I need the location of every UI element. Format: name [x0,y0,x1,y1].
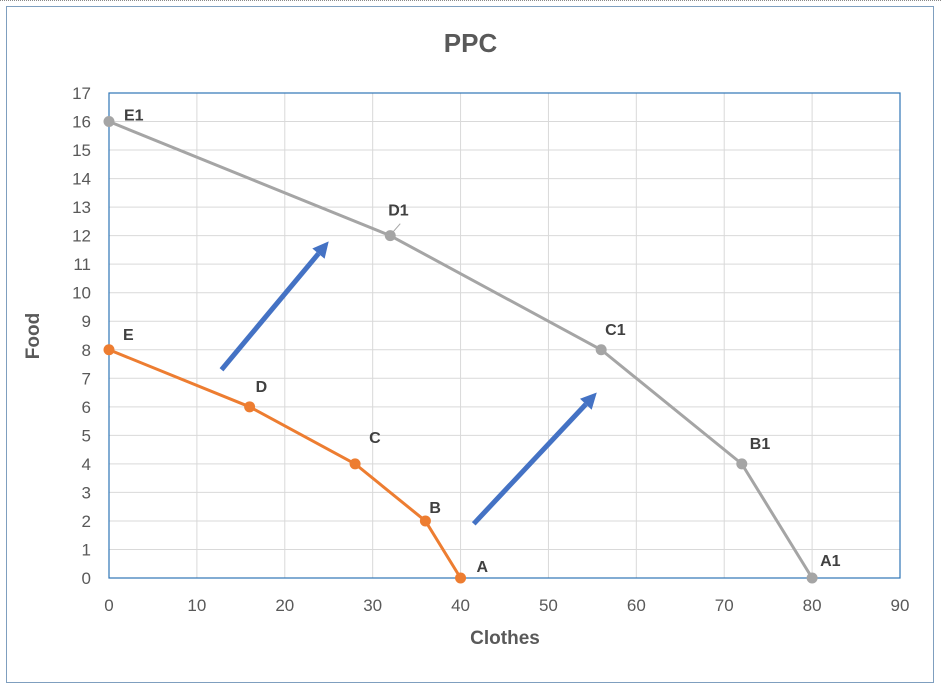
chart-title: PPC [443,28,498,58]
x-tick-label: 50 [539,596,558,615]
chart-area [6,6,934,683]
x-tick-label: 80 [803,596,822,615]
y-tick-label: 1 [82,540,91,559]
y-tick-label: 6 [82,398,91,417]
y-tick-label: 15 [72,141,91,160]
x-tick-label: 60 [627,596,646,615]
data-label-D: D [256,379,268,396]
x-axis-label: Clothes [470,628,540,649]
y-tick-label: 4 [82,455,91,474]
y-tick-label: 7 [82,369,91,388]
data-label-E: E [123,327,134,344]
x-tick-label: 40 [451,596,470,615]
series-points [103,116,818,584]
data-point-C1 [595,344,607,356]
y-tick-label: 2 [82,512,91,531]
y-tick-label: 10 [72,284,91,303]
data-point-D [244,401,256,413]
data-point-E [103,344,115,356]
data-point-B1 [736,458,748,470]
arrow-head-1 [580,392,597,410]
y-tick-label: 17 [72,84,91,103]
y-tick-label: 3 [82,483,91,502]
leader-line-D1 [392,223,401,232]
arrow-head-0 [312,241,329,259]
data-point-C [349,458,361,470]
data-label-E1: E1 [124,108,144,125]
y-tick-label: 13 [72,198,91,217]
data-label-D1: D1 [388,203,409,220]
x-tick-label: 70 [715,596,734,615]
y-tick-label: 0 [82,569,91,588]
data-label-A: A [477,559,489,576]
arrows [219,241,597,526]
data-label-C1: C1 [605,322,626,339]
y-tick-label: 14 [72,170,91,189]
grid [108,92,901,579]
data-point-B [419,515,431,527]
arrow-shaft-1 [471,402,588,526]
y-tick-label: 9 [82,312,91,331]
data-point-D1 [384,230,396,242]
y-tick-label: 16 [72,113,91,132]
y-tick-label: 5 [82,426,91,445]
y-tick-label: 11 [73,255,91,274]
data-point-E1 [103,116,115,128]
arrow-shaft-0 [219,252,321,372]
data-point-A1 [806,572,818,584]
y-tick-label: 12 [72,227,91,246]
data-label-A1: A1 [820,553,841,570]
y-tick-label: 8 [82,341,91,360]
x-tick-label: 30 [363,596,382,615]
point-labels: A B C D E A1 B1 C1 D1 E1 [123,108,841,576]
data-label-B: B [429,500,441,517]
x-tick-label: 0 [104,596,113,615]
data-label-C: C [369,430,381,447]
data-point-A [455,572,467,584]
x-tick-label: 10 [187,596,206,615]
x-tick-label: 20 [275,596,294,615]
data-label-B1: B1 [750,436,771,453]
plot-border [108,92,901,579]
x-tick-label: 90 [891,596,910,615]
